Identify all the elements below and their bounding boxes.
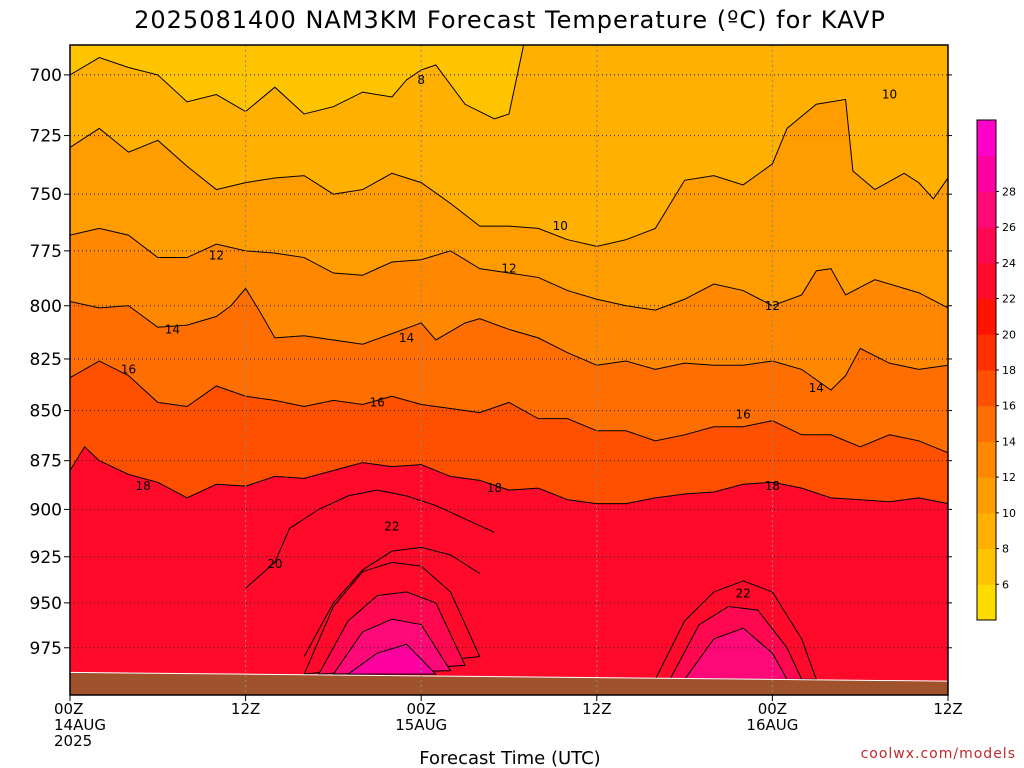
isotherm-label: 10	[553, 219, 568, 233]
isotherm-line	[70, 446, 948, 505]
isotherm-label: 10	[882, 88, 897, 102]
isotherm-label: 12	[209, 248, 224, 262]
plot-frame	[69, 44, 949, 696]
x-tick-label: 12Z	[231, 700, 260, 718]
isotherm-line	[70, 227, 948, 311]
y-tick-label: 950	[30, 594, 62, 614]
colorbar-label: 26	[1002, 221, 1016, 234]
isotherm-line	[70, 98, 948, 247]
x-tick-label: 00Z	[54, 700, 83, 718]
isotherm-label: 8	[417, 73, 425, 87]
isotherm-line	[245, 489, 495, 589]
isotherm-label: 16	[121, 362, 136, 376]
isotherm-label: 12	[765, 299, 780, 313]
y-tick-label: 900	[30, 500, 62, 520]
colorbar-swatch	[977, 334, 996, 371]
colorbar-label: 28	[1002, 185, 1016, 198]
y-tick-label: 775	[30, 242, 62, 262]
isotherm-label: 22	[735, 587, 750, 601]
x-tick-label: 16AUG	[746, 716, 798, 734]
y-tick-label: 700	[30, 66, 62, 86]
colorbar-label: 24	[1002, 257, 1016, 270]
colorbar-swatch	[977, 262, 996, 300]
colorbar-swatch	[977, 512, 996, 550]
colorbar-swatch	[977, 155, 996, 192]
colorbar-swatch	[977, 191, 996, 228]
isotherm-label: 22	[384, 520, 399, 534]
x-tick-label: 12Z	[933, 700, 962, 718]
isotherm-label: 18	[765, 479, 780, 493]
y-tick-label: 875	[30, 452, 62, 472]
contour-fills: 8 10 10 12 12 12 14 14 14 16 16 16 18 18 18 20 22 22	[70, 45, 948, 695]
colorbar-label: 8	[1002, 543, 1009, 556]
colorbar-swatch	[977, 548, 996, 585]
colorbar-swatch	[977, 477, 996, 514]
x-tick-label: 00Z	[758, 700, 787, 718]
isotherm-label: 14	[809, 381, 824, 395]
colorbar-label: 10	[1002, 507, 1016, 520]
y-tick-label: 725	[30, 127, 62, 147]
colorbar-swatch	[977, 370, 996, 407]
colorbar-swatch	[977, 584, 996, 621]
y-tick-label: 850	[30, 402, 62, 422]
colorbar-label: 14	[1002, 435, 1016, 448]
colorbar-swatch	[977, 441, 996, 478]
y-tick-label: 750	[30, 185, 62, 205]
credit-text: coolwx.com/models	[861, 746, 1016, 762]
plot-area: 8 10 10 12 12 12 14 14 14 16 16 16 18 18 18 20 22 22	[69, 44, 949, 696]
isotherm-label: 14	[165, 322, 180, 336]
x-tick-label: 14AUG	[54, 716, 106, 734]
ground-fill	[70, 671, 948, 695]
y-axis: 700 725 750 775 800 825 850 875 900 925 950 975	[30, 66, 952, 659]
x-axis-label: Forecast Time (UTC)	[419, 748, 600, 768]
colorbar: 6 8 10 12 14 16 18 20 22 24 26 28	[976, 119, 1016, 621]
y-tick-label: 825	[30, 350, 62, 370]
band-fill	[70, 45, 524, 119]
isotherm-line	[70, 287, 948, 391]
colorbar-label: 20	[1002, 328, 1016, 341]
x-tick-label: 12Z	[582, 700, 611, 718]
isotherm-line	[303, 546, 481, 657]
colorbar-label: 18	[1002, 364, 1016, 377]
isotherm-label: 12	[501, 262, 516, 276]
isotherm-label: 14	[399, 331, 414, 345]
y-tick-label: 975	[30, 639, 62, 659]
isotherm-label: 18	[487, 481, 502, 495]
colorbar-swatch	[977, 298, 996, 335]
colorbar-label: 6	[1002, 578, 1009, 591]
isotherm-label: 18	[136, 479, 151, 493]
y-tick-label: 925	[30, 548, 62, 568]
colorbar-label: 12	[1002, 471, 1016, 484]
isotherm-label: 20	[267, 557, 282, 571]
colorbar-label: 16	[1002, 400, 1016, 413]
isotherm-line	[70, 45, 525, 120]
x-tick-label: 2025	[54, 732, 92, 750]
chart-title: 2025081400 NAM3KM Forecast Temperature (…	[134, 6, 886, 34]
colorbar-swatch	[977, 227, 996, 264]
colorbar-label: 22	[1002, 293, 1016, 306]
colorbar-swatch	[977, 405, 996, 442]
x-tick-label: 00Z	[407, 700, 436, 718]
warm-core-fill	[346, 643, 438, 675]
isotherm-line	[70, 360, 948, 454]
isotherm-label: 16	[735, 408, 750, 422]
x-tick-label: 15AUG	[395, 716, 447, 734]
y-tick-label: 800	[30, 297, 62, 317]
isotherm-label: 16	[370, 395, 385, 409]
colorbar-swatch	[977, 120, 996, 157]
